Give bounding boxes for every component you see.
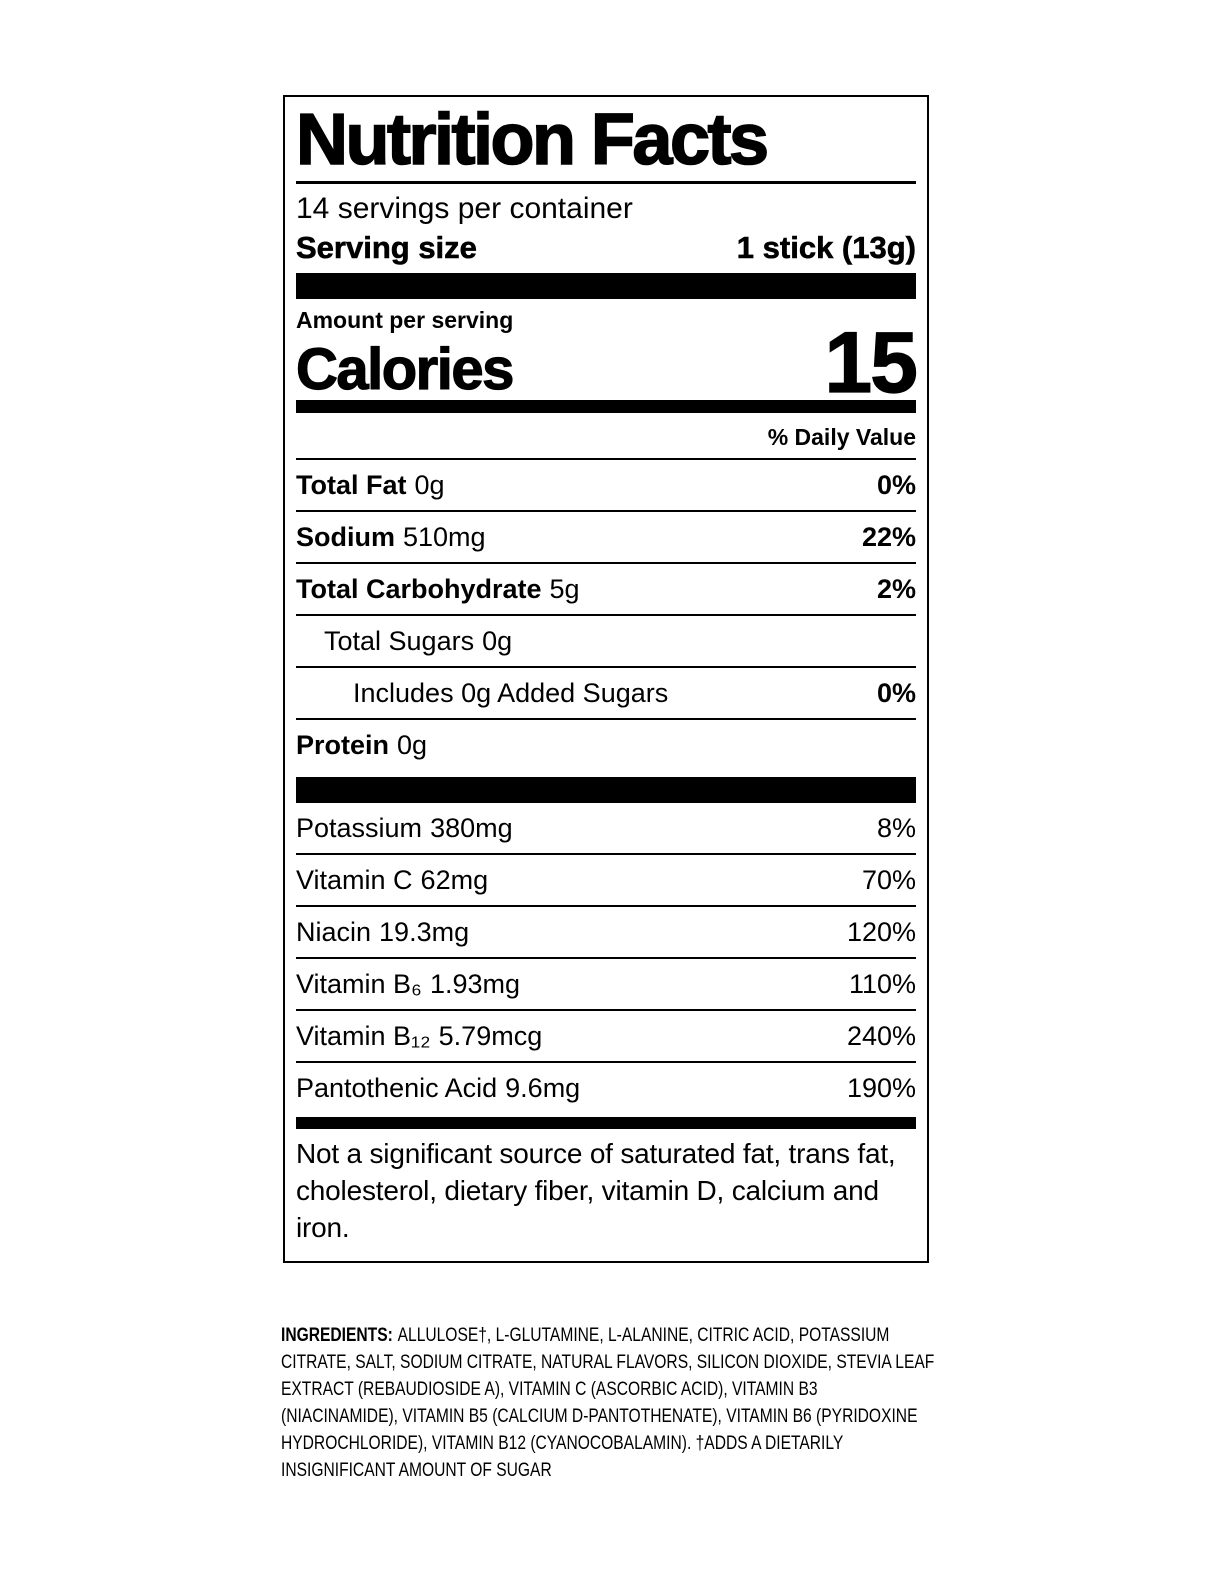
ingredients-label: INGREDIENTS: xyxy=(281,1324,393,1346)
separator-bar-calories xyxy=(296,399,916,413)
nutrient-name: Protein 0g xyxy=(296,729,428,760)
nutrient-name: Vitamin B₆ 1.93mg xyxy=(296,969,521,999)
ingredients-text: ALLULOSE†, L-GLUTAMINE, L-ALANINE, CITRI… xyxy=(281,1324,935,1481)
micronutrient-row-vitamin-b12: Vitamin B₁₂ 5.79mcg 240% xyxy=(296,1011,916,1064)
nutrient-amount: 0g xyxy=(482,625,513,656)
nutrient-amount: 0g xyxy=(414,469,445,500)
nutrient-dv: 70% xyxy=(861,864,916,895)
amount-per-serving-label: Amount per serving xyxy=(296,307,514,334)
nutrient-amount: 9.6mg xyxy=(505,1073,581,1104)
micronutrient-row-vitamin-c: Vitamin C 62mg 70% xyxy=(296,855,916,907)
nutrient-dv: 0% xyxy=(876,469,916,500)
nutrient-row-total-fat: Total Fat 0g 0% xyxy=(296,460,916,512)
nutrient-amount: 1.93mg xyxy=(429,969,521,999)
footnote: Not a significant source of saturated fa… xyxy=(296,1138,896,1244)
nutrient-dv: 8% xyxy=(876,812,916,843)
nutrient-dv: 110% xyxy=(848,969,916,999)
title-divider xyxy=(296,180,916,184)
nutrient-name: Total Carbohydrate 5g xyxy=(296,573,580,604)
calories-row: Calories 15 xyxy=(295,319,918,406)
nutrient-amount: 0g xyxy=(397,729,428,760)
nutrient-dv: 120% xyxy=(846,916,916,947)
servings-per-container: 14 servings per container xyxy=(296,191,633,225)
nutrient-dv: 240% xyxy=(846,1021,916,1052)
nutrient-amount: 5g xyxy=(549,573,580,604)
nutrition-facts-panel: Nutrition Facts 14 servings per containe… xyxy=(283,95,929,1263)
nutrient-row-sodium: Sodium 510mg 22% xyxy=(296,512,916,564)
ingredients-paragraph: INGREDIENTS: ALLULOSE†, L-GLUTAMINE, L-AL… xyxy=(281,1322,939,1484)
label-title: Nutrition Facts xyxy=(295,100,770,180)
serving-size-label: Serving size xyxy=(296,230,478,266)
nutrient-row-added-sugars: Includes 0g Added Sugars 0% xyxy=(296,668,916,720)
calories-value: 15 xyxy=(824,314,919,411)
nutrient-amount: 380mg xyxy=(430,812,513,843)
nutrient-dv: 2% xyxy=(876,573,916,604)
nutrient-name: Total Fat 0g xyxy=(296,469,445,500)
serving-size-value: 1 stick (13g) xyxy=(736,230,916,266)
nutrient-row-total-carbohydrate: Total Carbohydrate 5g 2% xyxy=(296,564,916,616)
separator-bar-top xyxy=(296,273,916,300)
nutrient-name: Sodium 510mg xyxy=(296,521,486,552)
nutrient-name: Vitamin B₁₂ 5.79mcg xyxy=(296,1021,543,1052)
nutrient-dv: 22% xyxy=(861,521,916,552)
separator-bar-bottom xyxy=(296,1117,916,1130)
micronutrient-row-potassium: Potassium 380mg 8% xyxy=(296,803,916,855)
serving-size-row: Serving size 1 stick (13g) xyxy=(296,229,917,266)
nutrient-dv: 0% xyxy=(876,677,916,708)
nutrient-name: Pantothenic Acid 9.6mg xyxy=(296,1073,581,1104)
separator-bar-protein xyxy=(296,776,916,803)
nutrient-row-protein: Protein 0g xyxy=(296,720,916,770)
nutrient-name: Niacin 19.3mg xyxy=(296,916,470,947)
nutrient-name: Vitamin C 62mg xyxy=(296,864,489,895)
nutrient-name: Total Sugars 0g xyxy=(324,625,513,656)
micronutrient-row-niacin: Niacin 19.3mg 120% xyxy=(296,907,916,959)
nutrient-dv: 190% xyxy=(846,1073,916,1104)
nutrient-amount: 19.3mg xyxy=(379,916,470,947)
micronutrient-row-pantothenic-acid: Pantothenic Acid 9.6mg 190% xyxy=(296,1063,916,1113)
nutrient-amount: 5.79mcg xyxy=(438,1021,543,1052)
nutrient-name: Includes 0g Added Sugars xyxy=(353,677,669,708)
nutrient-amount: 62mg xyxy=(420,864,489,895)
micronutrient-row-vitamin-b6: Vitamin B₆ 1.93mg 110% xyxy=(296,959,916,1012)
nutrient-name: Potassium 380mg xyxy=(296,812,513,843)
calories-label: Calories xyxy=(295,337,515,403)
daily-value-header: % Daily Value xyxy=(296,413,916,460)
nutrient-amount: 510mg xyxy=(403,521,486,552)
nutrient-row-total-sugars: Total Sugars 0g xyxy=(296,616,916,668)
